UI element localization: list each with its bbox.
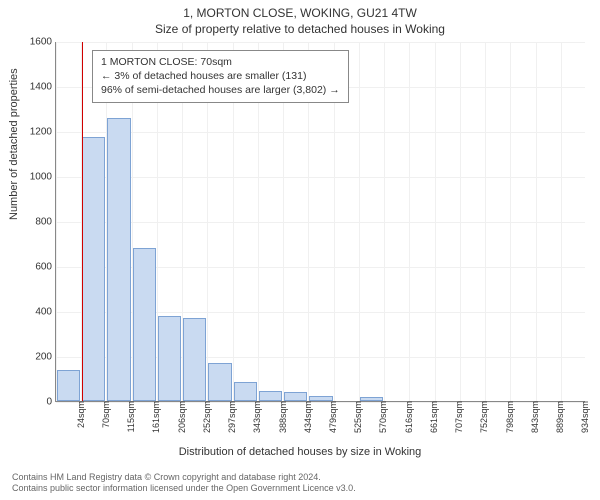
x-tick-label: 889sqm [551, 401, 565, 433]
histogram-bar [158, 316, 181, 402]
info-box-line: 96% of semi-detached houses are larger (… [101, 83, 340, 97]
x-tick-label: 707sqm [450, 401, 464, 433]
gridline [56, 177, 585, 178]
y-tick-label: 1200 [30, 127, 56, 138]
histogram-bar [133, 248, 156, 401]
footer-line: Contains public sector information licen… [12, 483, 356, 494]
x-tick-label: 479sqm [324, 401, 338, 433]
page-title: 1, MORTON CLOSE, WOKING, GU21 4TW [0, 0, 600, 20]
histogram-bar [82, 137, 105, 401]
y-tick-label: 1600 [30, 37, 56, 48]
y-tick-label: 400 [35, 307, 56, 318]
x-tick-label: 934sqm [576, 401, 590, 433]
histogram-bar [234, 382, 257, 401]
x-tick-label: 206sqm [173, 401, 187, 433]
x-tick-label: 752sqm [475, 401, 489, 433]
x-tick-label: 616sqm [400, 401, 414, 433]
histogram-bar [284, 392, 307, 401]
y-tick-label: 1400 [30, 82, 56, 93]
x-axis-label: Distribution of detached houses by size … [0, 446, 600, 458]
x-tick-label: 388sqm [274, 401, 288, 433]
page-subtitle: Size of property relative to detached ho… [0, 20, 600, 36]
x-tick-label: 570sqm [374, 401, 388, 433]
footer-attribution: Contains HM Land Registry data © Crown c… [12, 472, 356, 495]
x-tick-label: 24sqm [72, 401, 86, 428]
info-box-line: ← 3% of detached houses are smaller (131… [101, 69, 340, 83]
histogram-bar [57, 370, 80, 402]
info-box-line: 1 MORTON CLOSE: 70sqm [101, 55, 340, 69]
y-tick-label: 200 [35, 352, 56, 363]
y-axis-label: Number of detached properties [8, 68, 20, 220]
y-tick-label: 0 [46, 397, 56, 408]
gridline [485, 42, 486, 401]
gridline [56, 42, 57, 401]
histogram-bar [208, 363, 231, 401]
x-tick-label: 525sqm [349, 401, 363, 433]
x-tick-label: 115sqm [122, 401, 136, 432]
y-tick-label: 800 [35, 217, 56, 228]
gridline [561, 42, 562, 401]
info-box: 1 MORTON CLOSE: 70sqm← 3% of detached ho… [92, 50, 349, 103]
gridline [536, 42, 537, 401]
gridline [510, 42, 511, 401]
gridline [409, 42, 410, 401]
marker-line [82, 42, 83, 401]
gridline [56, 132, 585, 133]
histogram-bar [107, 118, 130, 402]
gridline [384, 42, 385, 401]
x-tick-label: 161sqm [147, 401, 161, 433]
gridline [435, 42, 436, 401]
histogram-bar [183, 318, 206, 401]
x-tick-label: 252sqm [198, 401, 212, 433]
histogram-chart: 0200400600800100012001400160024sqm70sqm1… [55, 42, 585, 402]
gridline [56, 222, 585, 223]
x-tick-label: 434sqm [299, 401, 313, 433]
x-tick-label: 798sqm [501, 401, 515, 433]
x-tick-label: 843sqm [526, 401, 540, 433]
histogram-bar [259, 391, 282, 401]
gridline [359, 42, 360, 401]
y-tick-label: 600 [35, 262, 56, 273]
x-tick-label: 661sqm [425, 401, 439, 433]
footer-line: Contains HM Land Registry data © Crown c… [12, 472, 356, 483]
gridline [460, 42, 461, 401]
y-tick-label: 1000 [30, 172, 56, 183]
gridline [56, 42, 585, 43]
x-tick-label: 343sqm [248, 401, 262, 433]
x-tick-label: 70sqm [97, 401, 111, 428]
x-tick-label: 297sqm [223, 401, 237, 433]
